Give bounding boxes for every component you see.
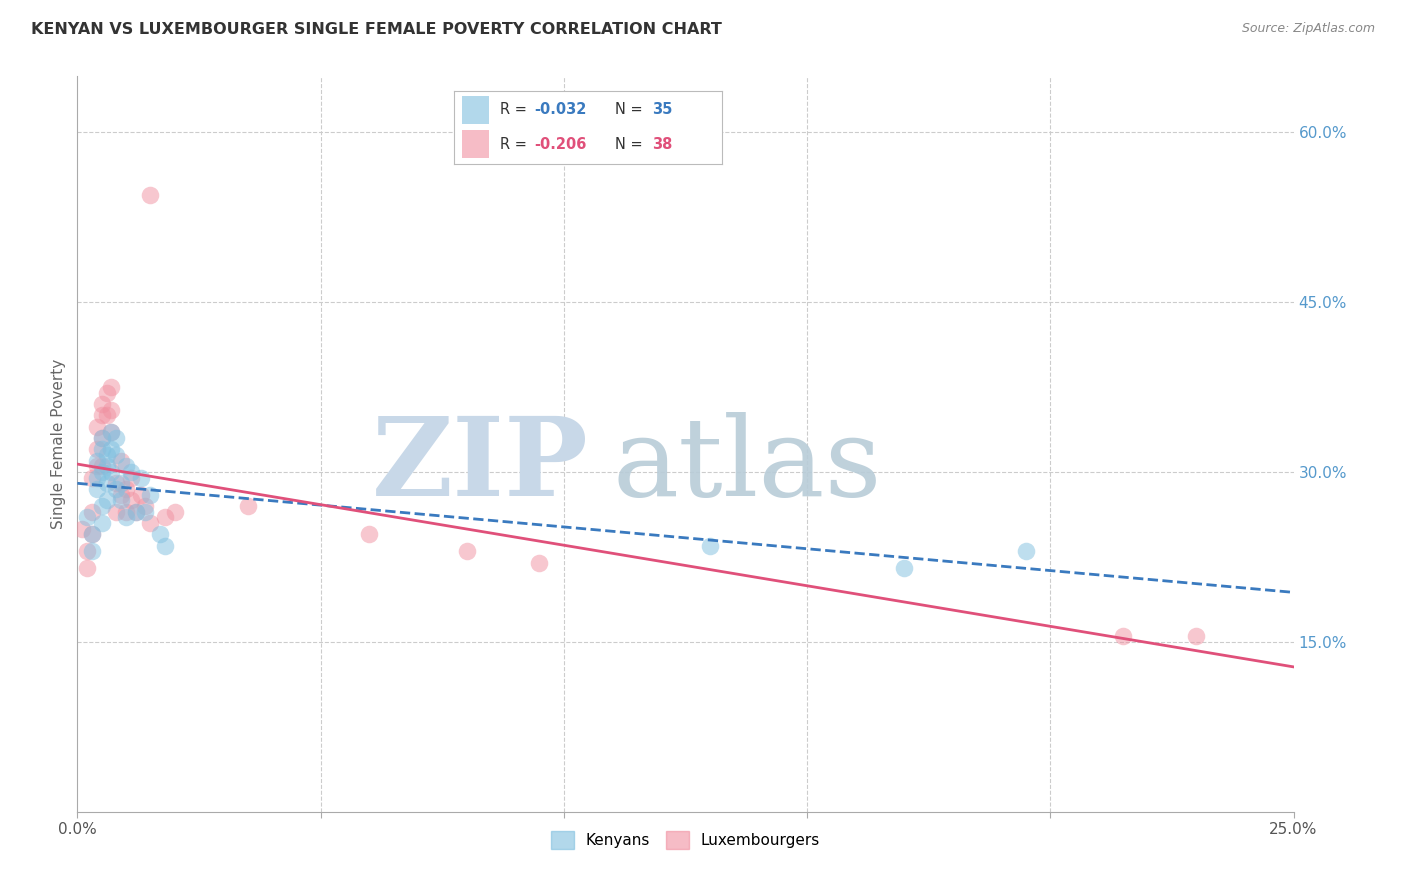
Point xyxy=(105,476,128,491)
Point xyxy=(149,527,172,541)
Point xyxy=(86,459,108,474)
Point xyxy=(110,488,132,502)
Point xyxy=(80,527,103,541)
Point xyxy=(120,493,142,508)
Point xyxy=(76,544,98,558)
Point xyxy=(134,499,156,513)
Point xyxy=(96,493,118,508)
Point xyxy=(76,510,98,524)
Legend: Kenyans, Luxembourgers: Kenyans, Luxembourgers xyxy=(544,825,827,855)
Point xyxy=(105,448,128,462)
Point xyxy=(125,505,148,519)
Point xyxy=(120,471,142,485)
Point xyxy=(100,425,122,440)
Point xyxy=(76,561,98,575)
Point xyxy=(96,385,118,400)
Point xyxy=(90,499,112,513)
Point xyxy=(153,539,176,553)
Point xyxy=(125,505,148,519)
Point xyxy=(105,505,128,519)
Point xyxy=(100,425,122,440)
Point xyxy=(80,544,103,558)
Y-axis label: Single Female Poverty: Single Female Poverty xyxy=(51,359,66,529)
Point xyxy=(80,505,103,519)
Point xyxy=(153,510,176,524)
Point xyxy=(90,459,112,474)
Point xyxy=(110,454,132,468)
Point xyxy=(90,397,112,411)
Point xyxy=(86,482,108,496)
Point xyxy=(105,431,128,445)
Point xyxy=(90,409,112,423)
Point xyxy=(100,402,122,417)
Text: atlas: atlas xyxy=(613,412,882,519)
Point xyxy=(100,442,122,457)
Point xyxy=(529,556,551,570)
Point xyxy=(115,510,138,524)
Point xyxy=(86,454,108,468)
Point xyxy=(115,482,138,496)
Point xyxy=(90,431,112,445)
Point xyxy=(129,488,152,502)
Point xyxy=(96,459,118,474)
Text: ZIP: ZIP xyxy=(371,412,588,519)
Point xyxy=(139,488,162,502)
Point xyxy=(90,465,112,479)
Point xyxy=(1015,544,1038,558)
Point xyxy=(86,419,108,434)
Point xyxy=(359,527,381,541)
Point xyxy=(1112,629,1135,643)
Point xyxy=(86,442,108,457)
Point xyxy=(699,539,721,553)
Point xyxy=(163,505,186,519)
Point xyxy=(110,476,132,491)
Text: Source: ZipAtlas.com: Source: ZipAtlas.com xyxy=(1241,22,1375,36)
Point xyxy=(96,476,118,491)
Point xyxy=(80,471,103,485)
Point xyxy=(129,471,152,485)
Point xyxy=(100,380,122,394)
Point xyxy=(96,409,118,423)
Point xyxy=(134,505,156,519)
Text: KENYAN VS LUXEMBOURGER SINGLE FEMALE POVERTY CORRELATION CHART: KENYAN VS LUXEMBOURGER SINGLE FEMALE POV… xyxy=(31,22,721,37)
Point xyxy=(86,471,108,485)
Point xyxy=(90,431,112,445)
Point xyxy=(236,499,259,513)
Point xyxy=(90,442,112,457)
Point xyxy=(70,522,93,536)
Point xyxy=(96,448,118,462)
Point xyxy=(100,465,122,479)
Point xyxy=(456,544,478,558)
Point xyxy=(115,459,138,474)
Point xyxy=(120,465,142,479)
Point xyxy=(105,482,128,496)
Point xyxy=(893,561,915,575)
Point xyxy=(90,516,112,530)
Point xyxy=(139,516,162,530)
Point xyxy=(110,493,132,508)
Point xyxy=(1185,629,1208,643)
Point xyxy=(80,527,103,541)
Point xyxy=(139,187,162,202)
Point xyxy=(115,505,138,519)
